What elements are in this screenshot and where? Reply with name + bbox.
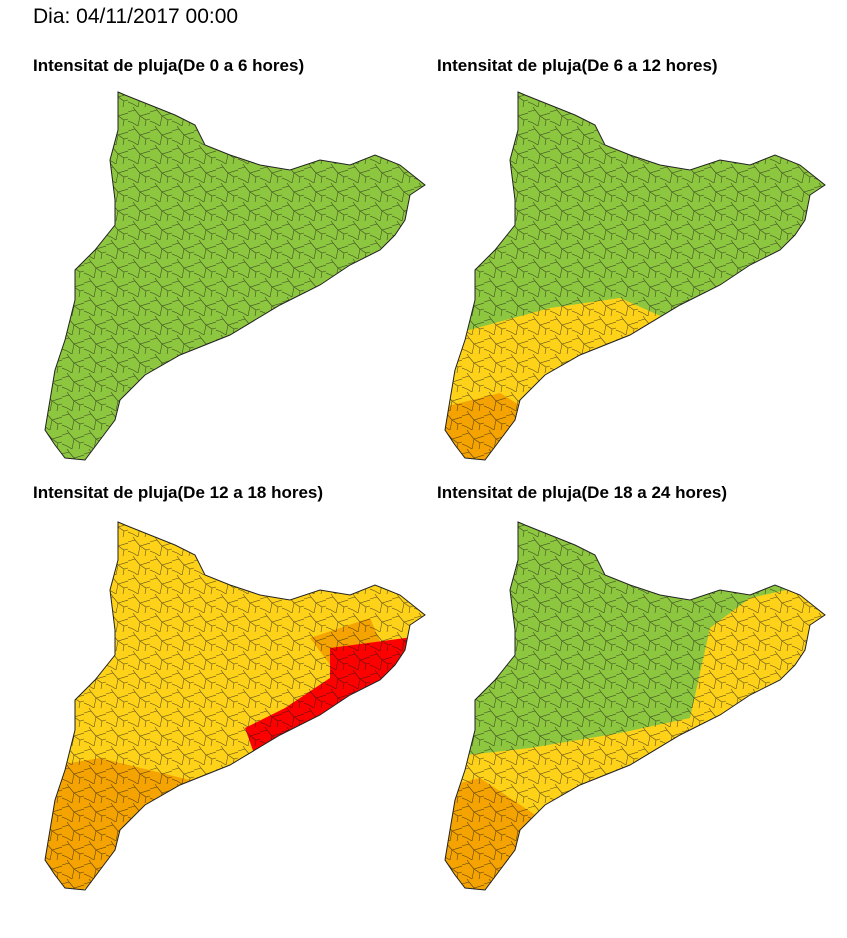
page-title: Dia: 04/11/2017 00:00 (33, 5, 238, 28)
panel-title: Intensitat de pluja(De 6 a 12 hores) (437, 56, 718, 75)
map (40, 518, 440, 908)
map (440, 518, 840, 908)
panel-title: Intensitat de pluja(De 18 a 24 hores) (437, 483, 727, 502)
panel-title: Intensitat de pluja(De 0 a 6 hores) (33, 56, 304, 75)
map (40, 88, 440, 478)
panel-title: Intensitat de pluja(De 12 a 18 hores) (33, 483, 323, 502)
map (440, 88, 840, 478)
